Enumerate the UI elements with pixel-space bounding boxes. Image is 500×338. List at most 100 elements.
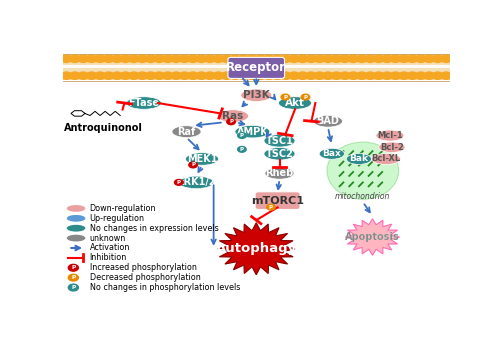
Circle shape xyxy=(68,274,78,281)
Circle shape xyxy=(289,72,300,79)
Circle shape xyxy=(322,72,334,79)
Ellipse shape xyxy=(241,89,272,101)
Text: AMPK: AMPK xyxy=(236,127,268,137)
Circle shape xyxy=(204,72,216,79)
FancyBboxPatch shape xyxy=(62,68,450,80)
Circle shape xyxy=(382,72,392,79)
Ellipse shape xyxy=(186,153,218,165)
Text: Up-regulation: Up-regulation xyxy=(90,214,144,223)
Circle shape xyxy=(266,204,275,210)
Circle shape xyxy=(154,72,164,79)
Circle shape xyxy=(189,162,198,168)
Circle shape xyxy=(280,55,291,63)
Circle shape xyxy=(398,72,409,79)
Text: Bcl-XL: Bcl-XL xyxy=(372,154,400,164)
Ellipse shape xyxy=(264,135,295,147)
Circle shape xyxy=(281,94,289,100)
Circle shape xyxy=(272,55,283,63)
Circle shape xyxy=(246,72,258,79)
Text: ERK1/2: ERK1/2 xyxy=(177,177,216,187)
Circle shape xyxy=(222,72,232,79)
Text: PI3K: PI3K xyxy=(243,90,270,100)
Circle shape xyxy=(314,72,325,79)
Text: TSC1: TSC1 xyxy=(266,136,293,146)
Circle shape xyxy=(222,55,232,63)
Text: P: P xyxy=(71,275,76,280)
Circle shape xyxy=(70,55,80,63)
Circle shape xyxy=(68,264,78,271)
Circle shape xyxy=(424,55,434,63)
Text: Apoptosis: Apoptosis xyxy=(345,232,400,242)
Text: Decreased phosphorylation: Decreased phosphorylation xyxy=(90,273,200,282)
Text: P: P xyxy=(240,133,244,138)
Circle shape xyxy=(196,72,207,79)
Circle shape xyxy=(137,55,148,63)
Text: unknown: unknown xyxy=(90,234,126,243)
Polygon shape xyxy=(218,223,295,275)
Ellipse shape xyxy=(319,148,344,159)
Ellipse shape xyxy=(372,153,400,165)
Ellipse shape xyxy=(126,97,162,109)
Circle shape xyxy=(289,55,300,63)
Text: mitochondrion: mitochondrion xyxy=(335,192,390,201)
Circle shape xyxy=(331,72,342,79)
FancyBboxPatch shape xyxy=(62,53,450,65)
Circle shape xyxy=(306,72,316,79)
Circle shape xyxy=(170,55,181,63)
Circle shape xyxy=(272,72,283,79)
Circle shape xyxy=(390,72,401,79)
Circle shape xyxy=(322,55,334,63)
Circle shape xyxy=(61,72,72,79)
Ellipse shape xyxy=(314,115,342,127)
Text: Akt: Akt xyxy=(285,98,305,108)
Circle shape xyxy=(112,72,122,79)
Circle shape xyxy=(390,55,401,63)
Polygon shape xyxy=(346,219,400,255)
Circle shape xyxy=(424,72,434,79)
Circle shape xyxy=(416,72,426,79)
Text: P: P xyxy=(284,95,288,99)
Circle shape xyxy=(128,72,140,79)
Circle shape xyxy=(120,72,131,79)
Circle shape xyxy=(188,55,198,63)
Text: Down-regulation: Down-regulation xyxy=(90,204,156,213)
Text: P: P xyxy=(229,119,233,124)
Ellipse shape xyxy=(346,153,372,165)
Text: Increased phosphorylation: Increased phosphorylation xyxy=(90,263,196,272)
Text: Ras: Ras xyxy=(222,111,244,121)
Circle shape xyxy=(162,55,173,63)
Circle shape xyxy=(373,55,384,63)
Circle shape xyxy=(440,55,452,63)
Circle shape xyxy=(238,133,246,139)
Circle shape xyxy=(213,72,224,79)
Ellipse shape xyxy=(179,176,214,189)
Circle shape xyxy=(373,72,384,79)
Circle shape xyxy=(68,284,78,291)
Ellipse shape xyxy=(378,142,405,152)
Circle shape xyxy=(120,55,131,63)
Circle shape xyxy=(213,55,224,63)
Circle shape xyxy=(238,72,249,79)
Text: Bak: Bak xyxy=(350,154,368,164)
Circle shape xyxy=(230,55,240,63)
Text: Receptor: Receptor xyxy=(226,62,286,74)
Circle shape xyxy=(204,55,216,63)
Circle shape xyxy=(146,72,156,79)
Ellipse shape xyxy=(278,97,312,109)
Circle shape xyxy=(112,55,122,63)
Text: BAD: BAD xyxy=(316,116,340,126)
Circle shape xyxy=(365,72,376,79)
Text: P: P xyxy=(191,163,195,167)
Text: Bax: Bax xyxy=(322,149,341,158)
Circle shape xyxy=(230,72,240,79)
Circle shape xyxy=(306,55,316,63)
Circle shape xyxy=(246,55,258,63)
Circle shape xyxy=(188,72,198,79)
Text: mTORC1: mTORC1 xyxy=(251,196,304,206)
Circle shape xyxy=(146,55,156,63)
Ellipse shape xyxy=(67,235,86,241)
Circle shape xyxy=(356,55,367,63)
Ellipse shape xyxy=(327,142,398,199)
Circle shape xyxy=(301,94,310,100)
Circle shape xyxy=(382,55,392,63)
